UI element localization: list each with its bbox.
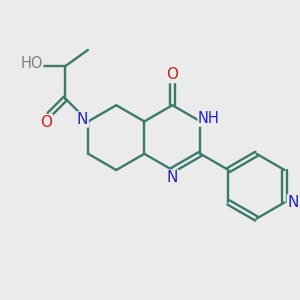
Text: N: N: [287, 195, 299, 210]
Text: NH: NH: [198, 111, 220, 126]
Text: O: O: [40, 115, 52, 130]
Text: HO: HO: [20, 56, 43, 71]
Text: N: N: [77, 112, 88, 127]
Text: O: O: [167, 68, 178, 82]
Text: N: N: [167, 170, 178, 185]
